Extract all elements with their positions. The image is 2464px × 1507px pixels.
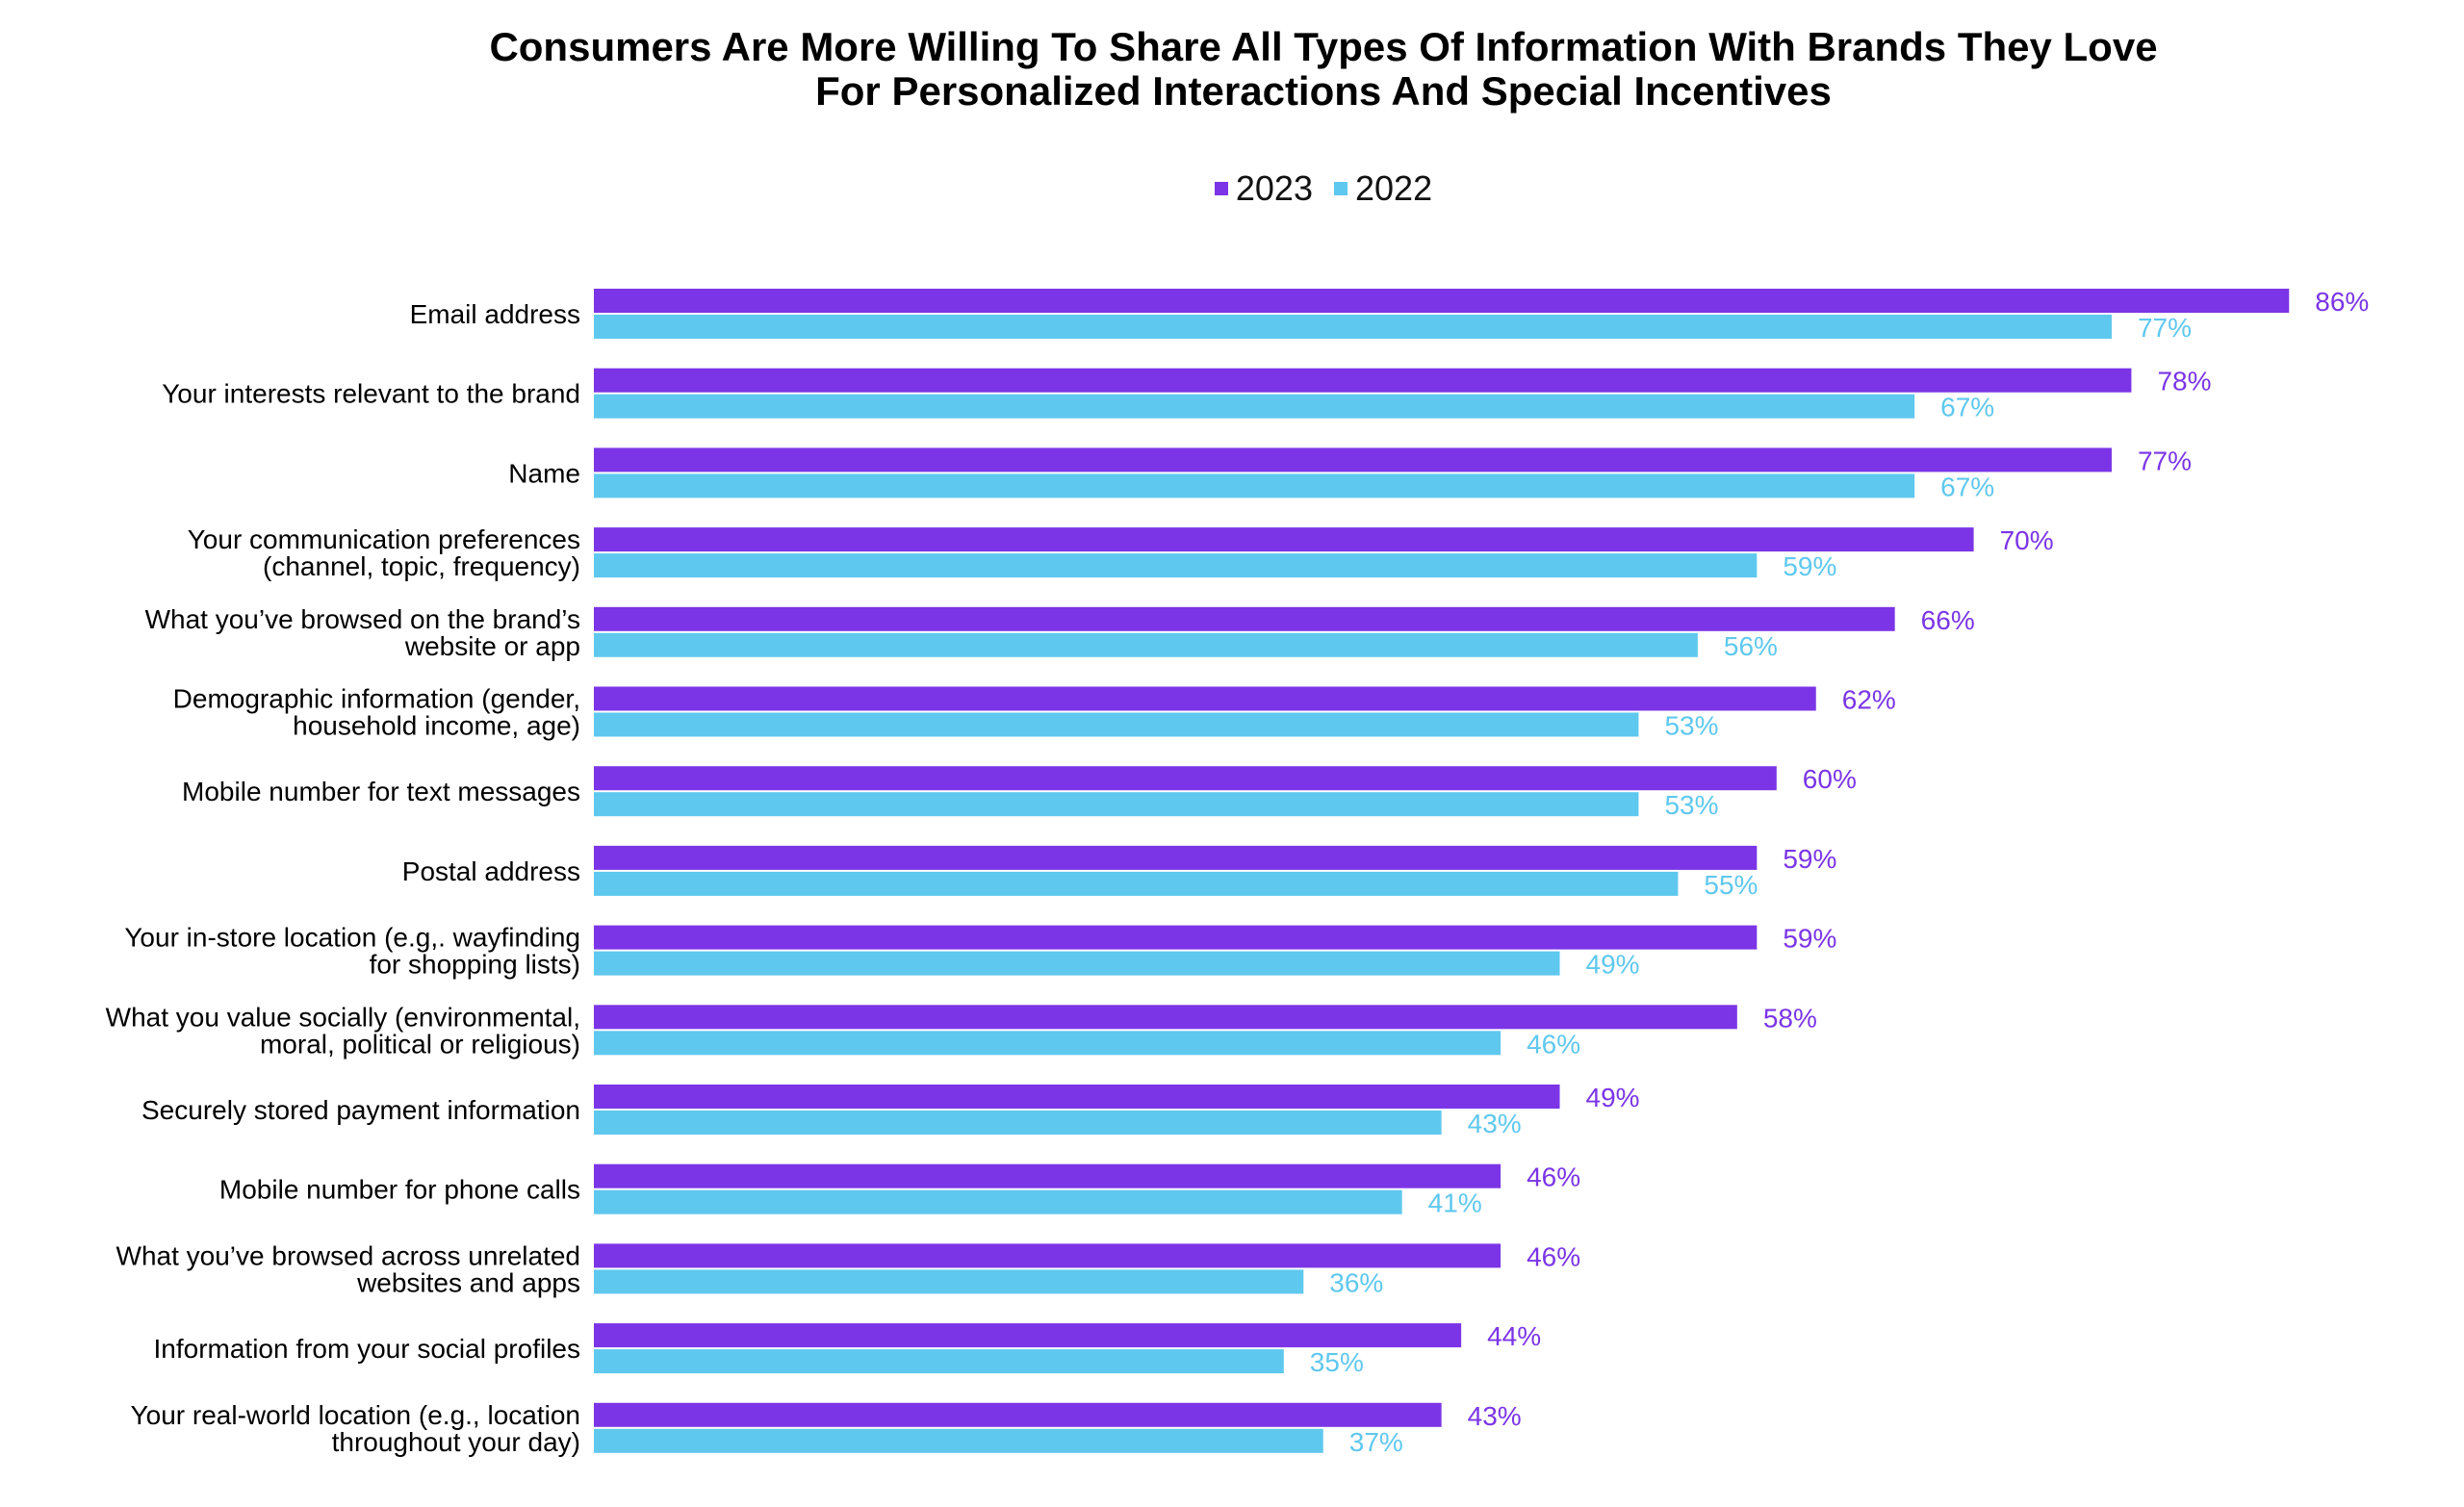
bar-2023: [594, 686, 1816, 711]
value-label-2023: 70%: [2000, 525, 2054, 555]
bar-2023: [594, 1402, 1442, 1427]
bar-2023: [594, 925, 1758, 950]
value-label-2022: 37%: [1349, 1427, 1403, 1457]
bar-2023: [594, 289, 2290, 313]
value-label-2023: 46%: [1527, 1241, 1580, 1271]
category-label: Securely stored payment information: [141, 1095, 580, 1125]
category-label: Mobile number for text messages: [182, 777, 580, 806]
category-label: Postal address: [402, 856, 580, 886]
value-label-2022: 36%: [1329, 1267, 1383, 1297]
value-label-2022: 56%: [1724, 631, 1778, 661]
category-label: Information from your social profiles: [153, 1334, 580, 1364]
legend-label-2023: 2023: [1235, 168, 1313, 208]
value-label-2022: 46%: [1527, 1029, 1580, 1059]
legend-item-2022: 2022: [1334, 168, 1432, 209]
bar-2022: [594, 1428, 1323, 1453]
category-label: Your real-world location (e.g., location…: [131, 1400, 580, 1457]
category-label: Demographic information (gender, househol…: [173, 684, 580, 741]
value-label-2022: 67%: [1940, 393, 1994, 422]
bar-2023: [594, 1163, 1502, 1188]
value-label-2022: 59%: [1783, 551, 1836, 581]
value-label-2023: 77%: [2138, 446, 2192, 475]
category-label: What you’ve browsed on the brand’s websit…: [145, 604, 580, 661]
bar-2023: [594, 766, 1777, 791]
bar-2023: [594, 606, 1895, 631]
legend-item-2023: 2023: [1214, 168, 1313, 209]
chart-title-line-1: Consumers Are More Willing To Share All …: [489, 24, 2158, 69]
chart-title-line-2: For Personalized Interactions And Specia…: [815, 68, 1832, 114]
value-label-2023: 59%: [1783, 844, 1836, 874]
category-label: Your interests relevant to the brand: [162, 379, 580, 409]
bar-2022: [594, 632, 1698, 657]
legend-label-2022: 2022: [1355, 168, 1433, 208]
bar-2022: [594, 1349, 1284, 1374]
value-label-2023: 58%: [1763, 1003, 1817, 1033]
legend-swatch-2022: [1334, 182, 1348, 195]
value-label-2022: 43%: [1468, 1109, 1522, 1138]
value-label-2023: 62%: [1842, 685, 1896, 715]
category-label: Your communication preferences (channel, …: [188, 524, 580, 581]
category-label: Your in-store location (e.g,. wayfinding…: [124, 923, 580, 980]
value-label-2022: 77%: [2138, 313, 2192, 343]
bar-2022: [594, 792, 1639, 817]
chart-title: Consumers Are More Willing To Share All …: [0, 25, 2464, 114]
bar-2022: [594, 1111, 1442, 1135]
value-label-2023: 43%: [1468, 1401, 1522, 1431]
bar-2023: [594, 1243, 1502, 1268]
legend: 2023 2022: [0, 164, 2464, 209]
value-label-2023: 59%: [1783, 924, 1836, 954]
bar-2023: [594, 1323, 1462, 1348]
bar-2023: [594, 527, 1974, 552]
bar-2022: [594, 871, 1679, 896]
category-label: Mobile number for phone calls: [219, 1175, 580, 1205]
bar-2022: [594, 1189, 1402, 1214]
value-label-2023: 49%: [1586, 1083, 1640, 1112]
value-label-2023: 66%: [1921, 605, 1975, 635]
value-label-2022: 53%: [1664, 711, 1718, 741]
bar-2022: [594, 553, 1758, 578]
legend-swatch-2023: [1214, 182, 1228, 195]
value-label-2023: 78%: [2157, 367, 2211, 396]
value-label-2023: 44%: [1487, 1321, 1541, 1351]
bar-2023: [594, 845, 1758, 870]
bar-2023: [594, 368, 2132, 393]
bar-2022: [594, 315, 2112, 339]
value-label-2023: 60%: [1803, 764, 1857, 794]
bar-2022: [594, 951, 1560, 976]
category-label: What you value socially (environmental, m…: [106, 1002, 580, 1059]
category-label: Name: [508, 458, 580, 488]
value-label-2023: 46%: [1527, 1162, 1580, 1192]
value-label-2022: 53%: [1664, 790, 1718, 820]
bar-2022: [594, 1269, 1304, 1294]
bar-2023: [594, 1005, 1737, 1030]
value-label-2022: 41%: [1428, 1188, 1482, 1218]
bar-2022: [594, 1031, 1502, 1056]
value-label-2023: 86%: [2315, 287, 2369, 317]
bar-2022: [594, 712, 1639, 737]
bar-2022: [594, 394, 1915, 419]
category-label: What you’ve browsed across unrelated webs…: [116, 1240, 580, 1297]
value-label-2022: 35%: [1310, 1347, 1364, 1377]
bar-2022: [594, 473, 1915, 498]
category-label: Email address: [410, 299, 580, 329]
bar-2023: [594, 447, 2112, 473]
value-label-2022: 49%: [1586, 950, 1640, 980]
value-label-2022: 67%: [1940, 472, 1994, 501]
value-label-2022: 55%: [1704, 870, 1758, 900]
bar-2023: [594, 1085, 1560, 1109]
